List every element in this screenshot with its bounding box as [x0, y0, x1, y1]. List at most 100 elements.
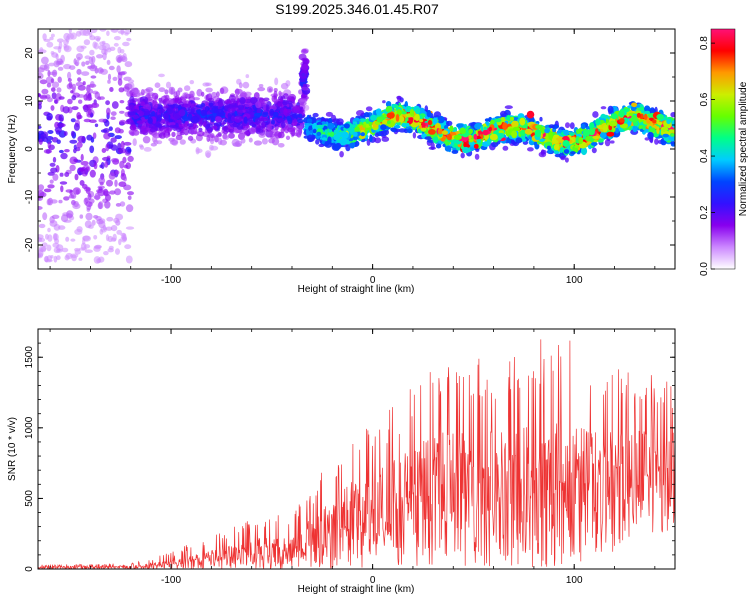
- heatmap-cell: [599, 132, 607, 139]
- heatmap-cell: [59, 181, 68, 185]
- heatmap-cell: [87, 193, 92, 200]
- heatmap-cell: [142, 136, 151, 144]
- heatmap-cell: [281, 95, 285, 100]
- heatmap-cell: [124, 244, 132, 250]
- heatmap-cell: [302, 104, 310, 111]
- heatmap-cell: [490, 119, 495, 125]
- heatmap-cell: [111, 101, 119, 109]
- heatmap-cell: [90, 75, 97, 79]
- heatmap-cell: [339, 151, 344, 158]
- heatmap-cell: [56, 87, 62, 93]
- heatmap-cell: [67, 78, 72, 82]
- heatmap-cell: [47, 184, 55, 189]
- heatmap-cell: [116, 229, 122, 235]
- heatmap-cell: [649, 137, 654, 144]
- heatmap-cell: [65, 236, 70, 242]
- heatmap-cell: [140, 126, 149, 133]
- heatmap-cell: [432, 117, 438, 125]
- heatmap-cell: [69, 139, 78, 144]
- heatmap-cell: [89, 119, 97, 123]
- heatmap-cell: [46, 244, 52, 252]
- heatmap-cell: [468, 128, 474, 134]
- heatmap-cell: [303, 135, 309, 139]
- heatmap-cell: [308, 125, 313, 132]
- heatmap-cell: [482, 129, 489, 136]
- heatmap-cell: [348, 126, 355, 135]
- heatmap-cell: [277, 143, 285, 148]
- heatmap-cell: [421, 122, 426, 130]
- heatmap-cell: [559, 147, 564, 154]
- heatmap-cell: [106, 59, 111, 65]
- heatmap-cell: [41, 88, 49, 95]
- heatmap-cell: [196, 88, 203, 97]
- heatmap-cell: [631, 102, 638, 108]
- heatmap-cell: [119, 100, 125, 104]
- x-tick-label: 0: [370, 275, 376, 286]
- heatmap-cell: [175, 134, 183, 141]
- colorbar-tick-label: 0.8: [699, 36, 710, 50]
- heatmap-cell: [112, 76, 118, 81]
- heatmap-cell: [642, 124, 646, 131]
- heatmap-cell: [123, 164, 129, 169]
- heatmap-cell: [106, 179, 113, 187]
- heatmap-cell: [205, 87, 213, 93]
- heatmap-cell: [132, 89, 141, 93]
- heatmap-cell: [312, 112, 319, 118]
- heatmap-cell: [578, 137, 583, 145]
- heatmap-cell: [68, 29, 72, 35]
- heatmap-cell: [50, 255, 54, 259]
- x-tick-label: -100: [161, 275, 181, 286]
- heatmap-cell: [68, 18, 75, 25]
- heatmap-cell: [200, 109, 207, 117]
- heatmap-cell: [360, 132, 365, 137]
- heatmap-cell: [149, 127, 156, 133]
- heatmap-cell: [69, 65, 76, 70]
- heatmap-cell: [273, 90, 278, 99]
- chart-title: S199.2025.346.01.45.R07: [275, 1, 439, 17]
- y-tick-label: -20: [24, 237, 35, 252]
- heatmap-cell: [118, 181, 127, 187]
- heatmap-cell: [258, 132, 266, 138]
- heatmap-cell: [152, 116, 157, 124]
- heatmap-cell: [127, 79, 135, 84]
- colorbar-tick-label: 0.2: [699, 205, 710, 219]
- heatmap-cell: [278, 90, 282, 97]
- heatmap-cell: [564, 157, 569, 163]
- heatmap-cell: [50, 105, 55, 111]
- heatmap-cell: [610, 113, 618, 120]
- heatmap-cell: [78, 167, 85, 172]
- spectrogram-ylabel: Frequency (Hz): [7, 115, 18, 184]
- heatmap-cell: [362, 124, 366, 128]
- heatmap-cell: [396, 109, 402, 116]
- heatmap-cell: [366, 138, 371, 146]
- heatmap-cell: [93, 162, 98, 170]
- heatmap-cell: [110, 116, 116, 120]
- heatmap-cell: [38, 67, 45, 73]
- heatmap-cell: [125, 226, 135, 230]
- heatmap-cell: [47, 227, 51, 233]
- heatmap-cell: [85, 96, 93, 101]
- heatmap-cell: [105, 143, 110, 152]
- heatmap-cell: [49, 179, 54, 184]
- heatmap-cell: [248, 137, 253, 143]
- heatmap-cell: [120, 140, 125, 149]
- heatmap-cell: [258, 84, 264, 88]
- heatmap-cell: [98, 29, 107, 32]
- heatmap-cell: [460, 152, 465, 159]
- heatmap-cell: [213, 96, 220, 101]
- heatmap-cell: [230, 115, 236, 122]
- heatmap-cell: [644, 110, 651, 115]
- heatmap-cell: [473, 133, 478, 140]
- heatmap-cell: [189, 93, 194, 98]
- heatmap-cell: [125, 255, 133, 264]
- heatmap-cell: [78, 247, 88, 251]
- heatmap-cell: [98, 256, 105, 263]
- heatmap-cell: [99, 96, 105, 100]
- heatmap-cell: [119, 49, 125, 54]
- heatmap-cell: [48, 71, 57, 76]
- heatmap-cell: [336, 118, 344, 125]
- heatmap-cell: [299, 71, 307, 79]
- heatmap-cell: [101, 148, 107, 153]
- heatmap-cell: [456, 123, 464, 128]
- heatmap-cell: [77, 23, 85, 28]
